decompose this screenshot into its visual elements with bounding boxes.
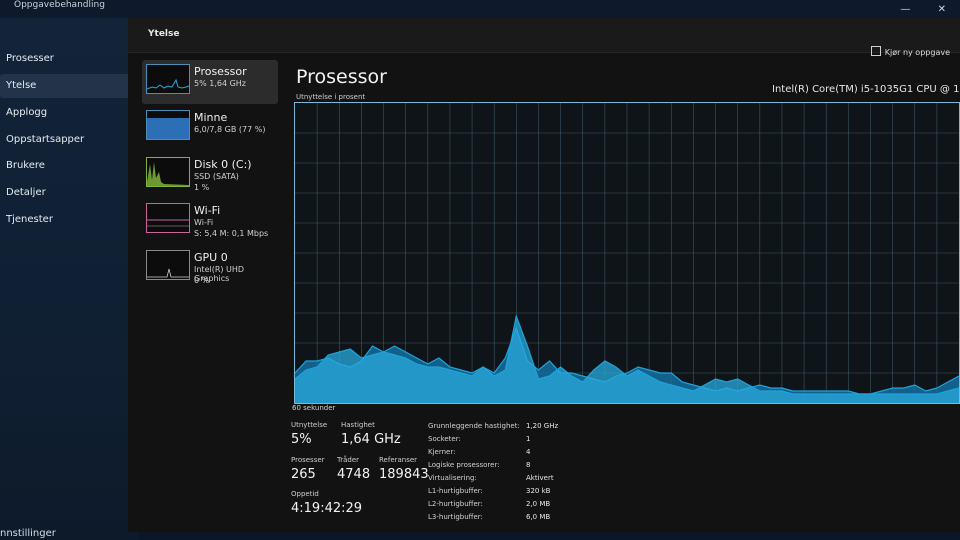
processes-label: Prosesser (291, 456, 325, 464)
cpu-series-line-0 (295, 326, 959, 395)
panel-title: Prosessor (296, 66, 387, 88)
sidebar-item-brukere[interactable]: Brukere (6, 160, 45, 171)
spec-value: 320 kB (526, 487, 551, 495)
spec-label: Kjerner: (428, 448, 456, 456)
x-axis-label: 60 sekunder (292, 404, 336, 412)
wifi-thumbnail-graph (146, 203, 190, 233)
spec-label: Logiske prosessorer: (428, 461, 500, 469)
device-detail: 5% 1,64 GHz (194, 79, 247, 88)
device-name: Prosessor (194, 65, 247, 78)
device-item-gpu[interactable]: GPU 0 Intel(R) UHD Graphics 0 % (142, 246, 278, 290)
spec-label: L1-hurtigbuffer: (428, 487, 483, 495)
spec-value: 8 (526, 461, 531, 469)
threads-value: 4748 (337, 467, 371, 482)
handles-value: 189843 (379, 467, 429, 482)
uptime-value: 4:19:42:29 (291, 501, 363, 516)
device-list: Prosessor 5% 1,64 GHz Minne 6,0/7,8 GB (… (142, 58, 278, 308)
device-detail: Wi-Fi (194, 218, 214, 227)
device-name: Disk 0 (C:) (194, 158, 252, 171)
cpu-thumbnail-graph (146, 64, 190, 94)
window-controls: — ✕ (876, 4, 946, 15)
spec-value: 1,20 GHz (526, 422, 559, 430)
processes-value: 265 (291, 467, 316, 482)
threads-label: Tråder (337, 456, 360, 464)
spec-label: Grunnleggende hastighet: (428, 422, 520, 430)
cpu-series-line-1 (295, 313, 959, 395)
device-name: Minne (194, 111, 228, 124)
spec-value: 1 (526, 435, 531, 443)
cpu-model: Intel(R) Core(TM) i5-1035G1 CPU @ 1.00G (772, 84, 960, 95)
device-item-wifi[interactable]: Wi-Fi Wi-Fi S: 5,4 M: 0,1 Mbps (142, 199, 278, 243)
spec-label: L2-hurtigbuffer: (428, 500, 483, 508)
run-task-button[interactable]: Kjør ny oppgave (870, 46, 950, 57)
device-detail-2: 1 % (194, 183, 210, 192)
device-item-cpu[interactable]: Prosessor 5% 1,64 GHz (142, 60, 278, 104)
spec-value: 4 (526, 448, 531, 456)
device-detail: 6,0/7,8 GB (77 %) (194, 125, 266, 134)
disk-thumbnail-graph (146, 157, 190, 187)
sidebar: Prosesser Ytelse Applogg Oppstartsapper … (0, 18, 138, 540)
speed-label: Hastighet (341, 421, 375, 429)
sidebar-item-prosesser[interactable]: Prosesser (6, 53, 54, 64)
cpu-utilization-chart (294, 102, 960, 404)
run-task-icon (870, 46, 881, 56)
minimize-button[interactable]: — (900, 4, 911, 15)
memory-thumbnail-graph (146, 110, 190, 140)
utilization-value: 5% (291, 432, 312, 447)
sidebar-item-detaljer[interactable]: Detaljer (6, 187, 46, 198)
spec-value: 6,0 MB (526, 513, 551, 521)
app-title: Oppgavebehandling (14, 0, 105, 10)
cpu-series-area-1 (295, 316, 959, 403)
sidebar-item-applogg[interactable]: Applogg (6, 107, 48, 118)
gpu-thumbnail-graph (146, 250, 190, 280)
handles-label: Referanser (379, 456, 418, 464)
device-name: GPU 0 (194, 251, 228, 264)
title-bar: Oppgavebehandling — ✕ (0, 0, 960, 18)
uptime-label: Oppetid (291, 490, 319, 498)
sidebar-item-ytelse[interactable]: Ytelse (0, 74, 134, 98)
device-name: Wi-Fi (194, 204, 221, 217)
utilization-label: Utnyttelse (291, 421, 328, 429)
main-header: Ytelse (128, 18, 960, 53)
device-item-memory[interactable]: Minne 6,0/7,8 GB (77 %) (142, 106, 278, 150)
spec-label: Socketer: (428, 435, 461, 443)
spec-value: 2,0 MB (526, 500, 551, 508)
spec-label: Virtualisering: (428, 474, 477, 482)
graph-label: Utnyttelse i prosent (296, 93, 366, 101)
page-title: Ytelse (148, 29, 180, 39)
cpu-chart-svg (295, 103, 959, 403)
sidebar-item-settings[interactable]: nnstillinger (0, 528, 56, 539)
run-task-label: Kjør ny oppgave (884, 48, 950, 57)
device-detail-2: 0 % (194, 276, 210, 285)
spec-label: L3-hurtigbuffer: (428, 513, 483, 521)
speed-value: 1,64 GHz (341, 432, 401, 447)
spec-value: Aktivert (526, 474, 554, 482)
device-detail: SSD (SATA) (194, 172, 239, 181)
device-detail-2: S: 5,4 M: 0,1 Mbps (194, 229, 269, 238)
sidebar-item-oppstartsapper[interactable]: Oppstartsapper (6, 134, 85, 145)
device-detail: Intel(R) UHD Graphics (194, 265, 245, 283)
device-item-disk[interactable]: Disk 0 (C:) SSD (SATA) 1 % (142, 153, 278, 197)
sidebar-item-tjenester[interactable]: Tjenester (6, 214, 53, 225)
close-button[interactable]: ✕ (937, 4, 946, 15)
